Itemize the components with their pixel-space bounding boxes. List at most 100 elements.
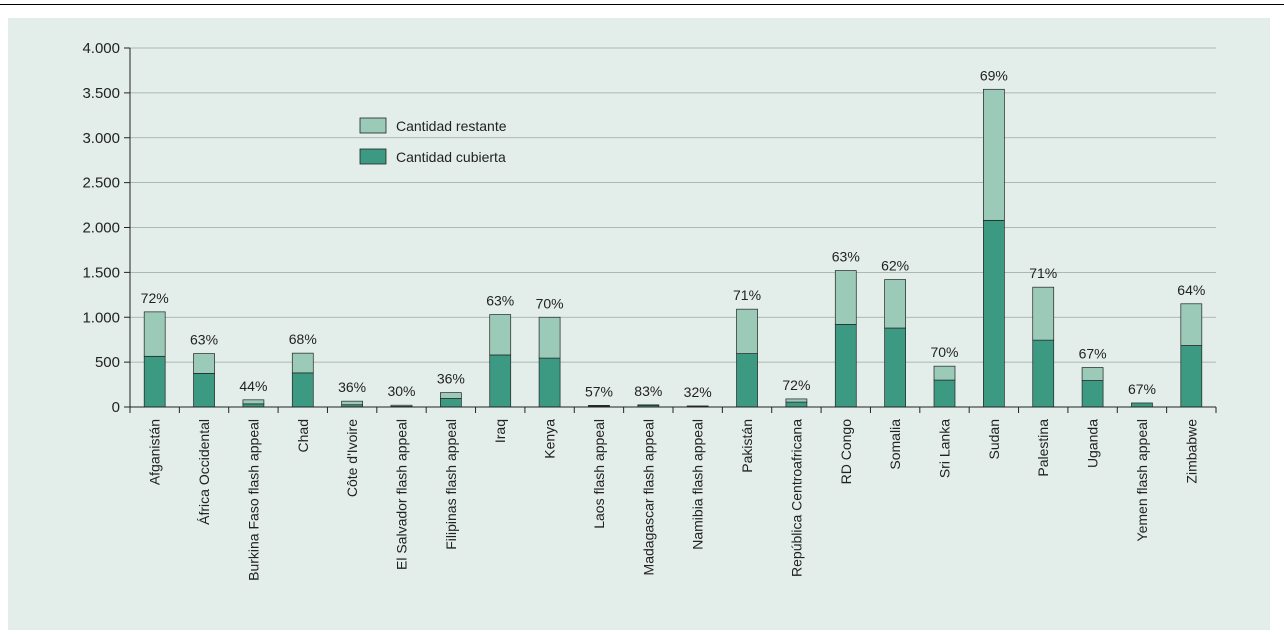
x-tick-label: Yemen flash appeal [1134,419,1150,541]
data-label: 68% [289,331,317,347]
data-label: 32% [684,384,712,400]
bar-covered [785,401,808,408]
chart-background [8,18,1270,630]
x-tick-label: Laos flash appeal [591,419,607,529]
x-tick-label: Uganda [1085,419,1101,468]
legend-swatch-remaining [359,117,387,134]
bar-remaining [637,404,660,406]
bar-remaining [736,308,758,354]
bar-covered [933,379,956,408]
top-rule [0,4,1284,5]
bar-remaining [834,270,857,325]
chart-panel: 0 500 1.000 1.500 2.000 2.500 3.000 3.500 4.000 7… [8,18,1270,630]
data-label: 70% [930,344,958,360]
y-tick-label: 1.000 [82,309,120,326]
data-label: 71% [1029,265,1057,281]
bar-covered [538,357,561,408]
data-label: 63% [832,249,860,265]
bar-remaining [1180,303,1203,346]
legend-label-remaining: Cantidad restante [396,118,507,134]
bar-remaining [538,316,561,359]
data-label: 83% [634,383,662,399]
axes [124,47,1217,413]
x-tick-label: Côte d'Ivoire [344,419,360,497]
data-label: 72% [782,377,810,393]
x-tick-label: Filipinas flash appeal [443,419,459,550]
x-tick-label: RD Congo [838,419,854,485]
data-label: 62% [881,258,909,274]
bar-remaining [440,392,462,399]
bar-covered [489,354,512,408]
bar-covered [983,219,1005,408]
x-tick-label: Chad [295,419,311,452]
bar-remaining [884,279,906,329]
bar-covered [291,372,314,408]
x-tick-label: Madagascar flash appeal [640,419,656,575]
y-tick-label: 3.000 [82,130,120,147]
y-tick-label: 500 [95,354,120,371]
data-label: 36% [338,379,366,395]
y-tick-label: 2.500 [82,175,120,192]
x-tick-label: Somalia [887,419,903,470]
y-tick-label: 0 [112,399,120,416]
data-label: 44% [239,378,267,394]
x-tick-label: África Occidental [196,419,212,525]
bar-remaining [390,404,413,407]
y-tick-label: 1.500 [82,264,120,281]
legend-label-covered: Cantidad cubierta [396,149,506,165]
data-label: 64% [1177,282,1205,298]
x-tick-label: El Salvador flash appeal [394,419,410,570]
bar-covered [884,327,906,408]
x-tick-label: Namibia flash appeal [690,419,706,550]
x-tick-label: Burkina Faso flash appeal [245,419,261,581]
x-tick-label: Palestina [1035,419,1051,477]
bar-covered [143,355,166,408]
data-label: 72% [141,290,169,306]
bar-remaining [785,398,808,403]
x-tick-label: Sri Lanka [937,419,953,478]
bar-covered [1032,339,1055,408]
data-label: 67% [1079,346,1107,362]
legend: Cantidad restante Cantidad cubierta [359,117,507,165]
data-label: 63% [190,332,218,348]
bar-covered [1081,380,1104,408]
bar-remaining [242,399,265,405]
data-label: 67% [1128,381,1156,397]
bar-covered [736,353,758,408]
bar-covered [193,372,215,408]
bar-covered [834,324,857,408]
data-label: 36% [437,371,465,387]
data-label: 57% [585,383,613,399]
bar-remaining [983,88,1005,221]
bar-covered [1180,345,1203,408]
x-tick-label: Pakistán [739,419,755,473]
legend-swatch-covered [359,148,387,165]
x-tick-label: Afganistán [147,419,163,485]
x-tick-label: Kenya [542,419,558,459]
bar-remaining [1081,367,1104,381]
bar-remaining [143,311,166,357]
bar-remaining [291,352,314,374]
data-label: 63% [486,293,514,309]
x-tick-label: República Centroafricana [788,419,804,577]
data-label: 70% [536,295,564,311]
y-tick-label: 2.000 [82,220,120,237]
x-tick-label: Zimbabwe [1183,419,1199,484]
data-label: 71% [733,287,761,303]
bars [143,88,1203,408]
x-tick-label: Sudan [986,419,1002,459]
gridlines [130,47,1216,363]
bar-covered [1131,402,1153,408]
labels: 0 500 1.000 1.500 2.000 2.500 3.000 3.500 4.000 7… [82,40,1205,581]
bar-remaining [588,405,610,407]
x-tick-label: Iraq [492,419,508,443]
data-label: 69% [980,67,1008,83]
stacked-bar-chart: 0 500 1.000 1.500 2.000 2.500 3.000 3.500 4.000 7… [8,18,1270,630]
bar-remaining [1032,286,1055,341]
bar-remaining [193,353,215,374]
bar-remaining [341,400,363,406]
bar-covered [440,398,462,408]
y-tick-label: 4.000 [82,40,120,57]
bar-remaining [489,314,512,356]
data-label: 30% [387,383,415,399]
